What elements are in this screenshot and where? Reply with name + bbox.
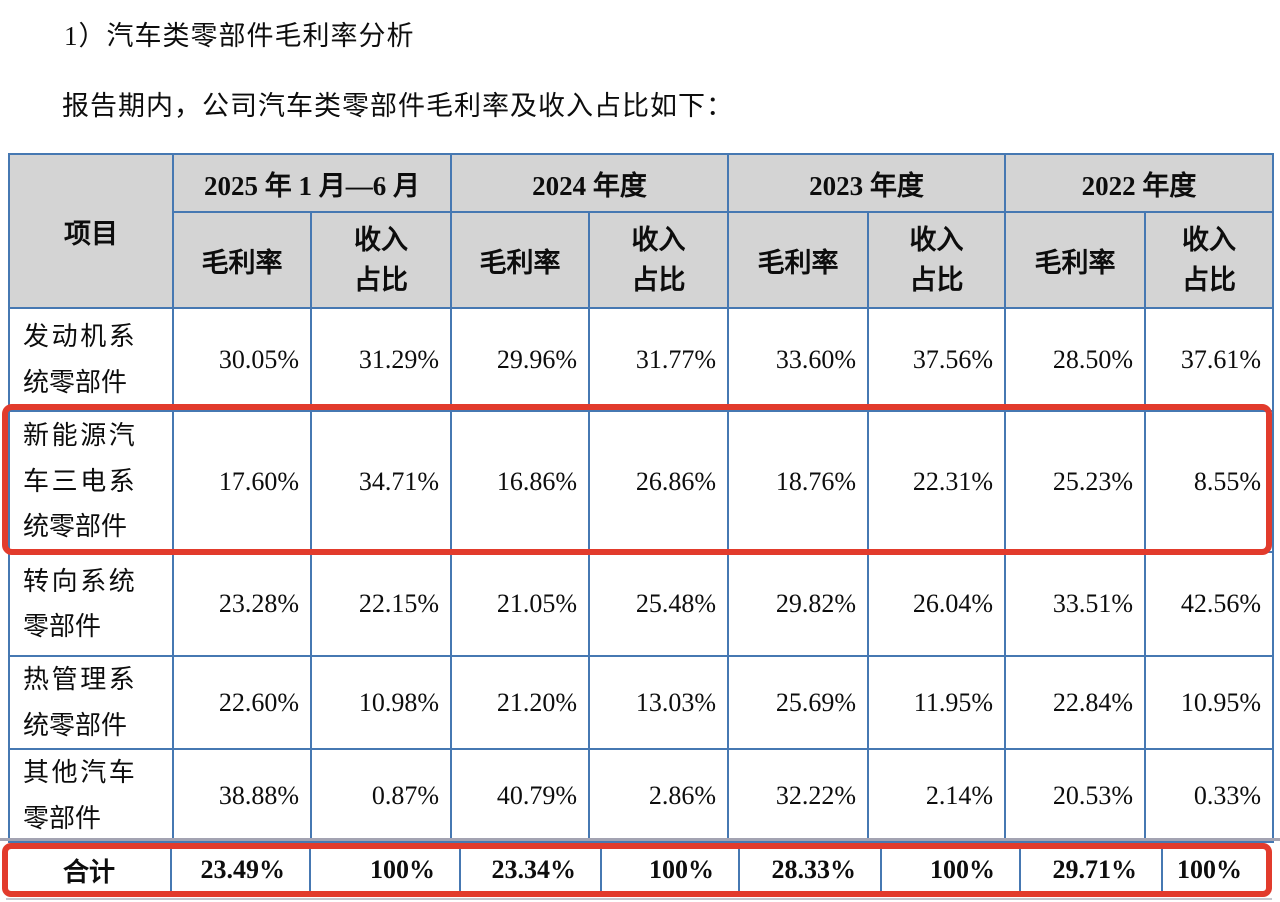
table-cell: 31.29%: [310, 307, 452, 412]
table-cell: 8.55%: [1144, 410, 1274, 553]
table-cell: 28.50%: [1004, 307, 1146, 412]
table-row-nev-highlighted: 新能源汽车三电系统零部件 17.60% 34.71% 16.86% 26.86%…: [8, 410, 1274, 553]
table-row-engine: 发动机系统零部件 30.05% 31.29% 29.96% 31.77% 33.…: [8, 307, 1274, 412]
table-cell: 21.20%: [450, 655, 590, 750]
table-cell: 37.56%: [867, 307, 1006, 412]
table-cell: 0.33%: [1144, 748, 1274, 843]
margin-header: 毛利率: [172, 211, 312, 309]
table-cell: 16.86%: [450, 410, 590, 553]
share-header: 收入占比: [588, 211, 729, 309]
table-cell: 22.31%: [867, 410, 1006, 553]
margin-header: 毛利率: [1004, 211, 1146, 309]
total-cell: 29.71%: [1021, 849, 1163, 891]
total-cell: 100%: [882, 849, 1021, 891]
total-cell: 23.34%: [461, 849, 602, 891]
total-cell: 23.49%: [172, 849, 311, 891]
period-header-2025h1: 2025 年 1 月—6 月: [172, 153, 452, 213]
item-column-header: 项目: [8, 153, 174, 309]
period-header-2023: 2023 年度: [727, 153, 1006, 213]
table-row-steering: 转向系统零部件 23.28% 22.15% 21.05% 25.48% 29.8…: [8, 551, 1274, 657]
table-cell: 31.77%: [588, 307, 729, 412]
table-cell: 26.04%: [867, 551, 1006, 657]
table-cell: 42.56%: [1144, 551, 1274, 657]
total-label: 合计: [8, 849, 172, 891]
total-cell: 28.33%: [740, 849, 882, 891]
table-row-thermal: 热管理系统零部件 22.60% 10.98% 21.20% 13.03% 25.…: [8, 655, 1274, 750]
page-stitch-separator: [0, 838, 1280, 841]
table-cell: 18.76%: [727, 410, 869, 553]
table-cell: 33.51%: [1004, 551, 1146, 657]
table-cell: 13.03%: [588, 655, 729, 750]
period-header-2022: 2022 年度: [1004, 153, 1274, 213]
table-cell: 23.28%: [172, 551, 312, 657]
share-header: 收入占比: [310, 211, 452, 309]
table-cell: 38.88%: [172, 748, 312, 843]
margin-header: 毛利率: [450, 211, 590, 309]
row-label: 转向系统零部件: [8, 551, 174, 657]
total-cell: 100%: [1177, 855, 1242, 884]
row-label: 发动机系统零部件: [8, 307, 174, 412]
total-cell: 100%: [602, 849, 740, 891]
table-cell: 33.60%: [727, 307, 869, 412]
page-stitch-separator: [6, 898, 1272, 900]
table-cell: 10.95%: [1144, 655, 1274, 750]
table-cell: 20.53%: [1004, 748, 1146, 843]
table-cell: 29.82%: [727, 551, 869, 657]
table-cell: 25.48%: [588, 551, 729, 657]
table-cell: 21.05%: [450, 551, 590, 657]
table-cell: 40.79%: [450, 748, 590, 843]
total-cell: 100%: [311, 849, 461, 891]
period-header-2024: 2024 年度: [450, 153, 729, 213]
table-cell: 2.14%: [867, 748, 1006, 843]
table-cell: 30.05%: [172, 307, 312, 412]
table-cell: 22.15%: [310, 551, 452, 657]
table-cell: 25.23%: [1004, 410, 1146, 553]
table-cell: 2.86%: [588, 748, 729, 843]
section-title: 1）汽车类零部件毛利率分析: [64, 21, 415, 51]
table-cell: 32.22%: [727, 748, 869, 843]
table-cell: 22.60%: [172, 655, 312, 750]
table-cell: 22.84%: [1004, 655, 1146, 750]
table-cell: 0.87%: [310, 748, 452, 843]
share-header: 收入占比: [1144, 211, 1274, 309]
row-label: 新能源汽车三电系统零部件: [8, 410, 174, 553]
total-row-highlighted: 合计 23.49% 100% 23.34% 100% 28.33% 100% 2…: [2, 843, 1272, 897]
row-label: 其他汽车零部件: [8, 748, 174, 843]
share-header: 收入占比: [867, 211, 1006, 309]
table-cell: 29.96%: [450, 307, 590, 412]
table-cell: 10.98%: [310, 655, 452, 750]
table-cell: 11.95%: [867, 655, 1006, 750]
row-label: 热管理系统零部件: [8, 655, 174, 750]
table-cell: 26.86%: [588, 410, 729, 553]
margin-header: 毛利率: [727, 211, 869, 309]
table-cell: 34.71%: [310, 410, 452, 553]
table-row-other: 其他汽车零部件 38.88% 0.87% 40.79% 2.86% 32.22%…: [8, 748, 1274, 843]
table-cell: 17.60%: [172, 410, 312, 553]
table-cell: 25.69%: [727, 655, 869, 750]
gross-margin-table: 项目 2025 年 1 月—6 月 2024 年度 2023 年度 2022 年…: [8, 153, 1274, 843]
intro-paragraph: 报告期内，公司汽车类零部件毛利率及收入占比如下：: [62, 91, 734, 121]
table-cell: 37.61%: [1144, 307, 1274, 412]
